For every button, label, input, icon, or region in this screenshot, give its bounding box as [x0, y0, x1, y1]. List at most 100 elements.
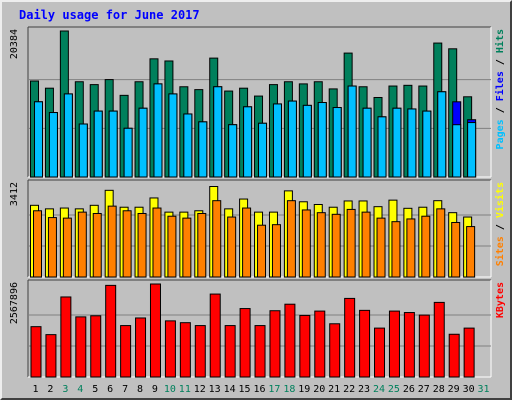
bar-kbytes-day-26 [403, 312, 415, 378]
bar-sites-day-24 [376, 217, 386, 278]
bar-kbytes-day-14 [224, 325, 236, 378]
bar-kbytes-day-21 [329, 323, 341, 378]
axis-label-pages: Pages [495, 119, 506, 149]
bar-sites-day-1 [33, 210, 42, 278]
bar-pages-day-4 [78, 123, 88, 178]
bar-kbytes-day-11 [179, 322, 191, 378]
bar-pages-day-16 [258, 122, 268, 178]
bar-kbytes-day-15 [239, 308, 251, 378]
bar-sites-day-29 [451, 221, 461, 278]
bar-sites-day-2 [47, 217, 57, 278]
bar-kbytes-day-13 [209, 293, 221, 378]
x-tick-label-25: 25 [388, 384, 400, 395]
bar-pages-day-7 [123, 127, 133, 178]
bar-pages-day-27 [422, 110, 432, 178]
x-tick-label-17: 17 [268, 384, 280, 395]
axis-label-separator: / [495, 53, 506, 71]
bar-sites-day-23 [361, 211, 371, 278]
x-tick-label-18: 18 [283, 384, 295, 395]
bar-kbytes-day-24 [374, 327, 386, 378]
bar-kbytes-day-9 [149, 283, 161, 378]
bar-pages-day-26 [407, 108, 417, 178]
panel-2-axis-label: Sites / Visits [494, 182, 506, 266]
bar-sites-day-15 [242, 207, 252, 278]
axis-label-sites: Sites [494, 236, 506, 266]
axis-label-separator: / [495, 101, 506, 119]
bar-pages-day-22 [347, 85, 357, 178]
bar-pages-day-2 [48, 112, 58, 178]
bar-sites-day-26 [406, 218, 416, 278]
x-tick-label-10: 10 [164, 384, 176, 395]
bar-sites-day-5 [92, 212, 102, 278]
x-tick-label-16: 16 [253, 384, 265, 395]
x-tick-label-27: 27 [418, 384, 430, 395]
bar-kbytes-day-3 [60, 296, 72, 378]
bar-kbytes-day-25 [388, 310, 400, 378]
bar-pages-day-19 [302, 104, 312, 178]
bar-sites-day-21 [331, 213, 341, 278]
bar-kbytes-day-17 [269, 310, 281, 378]
axis-label-kbytes: KBytes [495, 282, 506, 318]
bar-kbytes-day-23 [359, 309, 371, 378]
bar-pages-day-3 [63, 93, 73, 178]
bar-sites-day-17 [271, 224, 281, 278]
bar-pages-day-23 [362, 107, 372, 178]
panel-1-axis-label: Pages / Files / Hits [494, 29, 506, 149]
x-tick-label-31: 31 [478, 384, 490, 395]
x-tick-label-22: 22 [343, 384, 355, 395]
bar-sites-day-12 [197, 212, 207, 278]
bar-sites-day-27 [421, 215, 431, 278]
x-tick-label-24: 24 [373, 384, 385, 395]
axis-label-files: Files [494, 71, 506, 101]
bar-sites-day-30 [466, 226, 476, 278]
bar-pages-day-30 [467, 122, 477, 178]
bar-pages-day-14 [228, 124, 238, 178]
bar-sites-day-16 [257, 224, 267, 278]
bar-pages-day-15 [243, 106, 253, 178]
bar-sites-day-6 [107, 205, 117, 278]
x-tick-label-19: 19 [298, 384, 310, 395]
bar-sites-day-22 [346, 208, 356, 278]
bar-sites-day-18 [286, 200, 296, 278]
bar-kbytes-day-5 [90, 315, 102, 378]
bar-kbytes-day-12 [194, 325, 206, 378]
bar-sites-day-8 [137, 212, 147, 278]
bar-kbytes-day-18 [284, 303, 296, 378]
axis-label-hits: Hits [494, 29, 506, 53]
bar-kbytes-day-20 [314, 310, 326, 378]
bar-pages-day-1 [34, 101, 43, 178]
bar-pages-day-10 [168, 93, 178, 178]
x-tick-label-8: 8 [137, 384, 143, 395]
x-tick-label-14: 14 [224, 384, 236, 395]
panel-1-ymax-label: 20384 [9, 29, 20, 59]
x-tick-label-28: 28 [433, 384, 445, 395]
bar-pages-day-8 [138, 107, 148, 178]
x-tick-label-7: 7 [122, 384, 128, 395]
bar-sites-day-14 [227, 216, 237, 278]
bar-pages-day-18 [287, 100, 297, 178]
x-tick-label-5: 5 [92, 384, 98, 395]
bar-pages-day-20 [317, 102, 327, 178]
axis-label-separator: / [495, 218, 506, 236]
bar-sites-day-20 [316, 212, 326, 278]
bar-pages-day-5 [93, 110, 103, 178]
x-tick-label-1: 1 [32, 384, 38, 395]
x-tick-label-20: 20 [313, 384, 325, 395]
bar-kbytes-day-8 [135, 317, 147, 378]
bar-kbytes-day-27 [418, 314, 430, 378]
bar-pages-day-24 [377, 116, 387, 178]
x-tick-label-4: 4 [77, 384, 83, 395]
bar-pages-day-12 [198, 121, 208, 178]
x-tick-label-12: 12 [194, 384, 206, 395]
x-tick-label-29: 29 [448, 384, 460, 395]
bar-pages-day-11 [183, 113, 193, 178]
bar-kbytes-day-19 [299, 314, 311, 378]
bar-sites-day-19 [301, 209, 311, 278]
bar-kbytes-day-29 [448, 333, 460, 378]
x-tick-label-2: 2 [47, 384, 53, 395]
chart-title: Daily usage for June 2017 [19, 8, 200, 22]
bar-sites-day-13 [212, 200, 222, 278]
bar-sites-day-28 [436, 208, 446, 278]
bar-kbytes-day-16 [254, 325, 266, 378]
